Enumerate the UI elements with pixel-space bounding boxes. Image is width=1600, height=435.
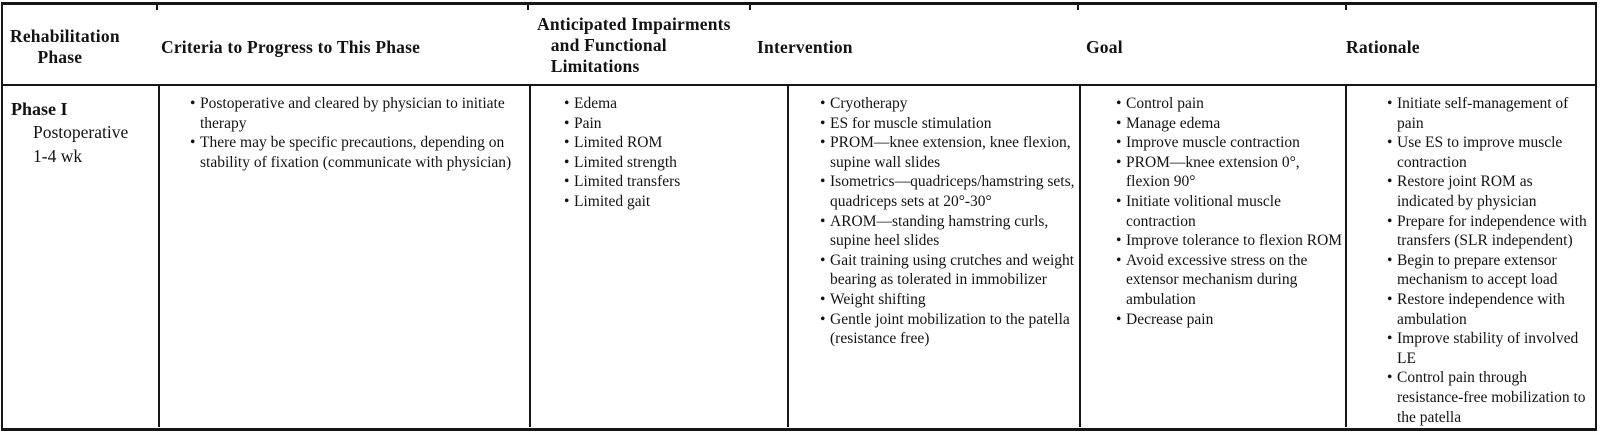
column-header-criteria: Criteria to Progress to This Phase bbox=[161, 37, 421, 57]
top-border-tick bbox=[1345, 5, 1347, 10]
criteria-list: Postoperative and cleared by physician t… bbox=[160, 94, 529, 172]
bullet-item: Limited transfers bbox=[564, 172, 785, 192]
bullet-item: Restore independence with ambulation bbox=[1387, 290, 1593, 329]
column-header-goal: Goal bbox=[1086, 37, 1123, 57]
bullet-item: Manage edema bbox=[1116, 114, 1344, 134]
table-body-row: Phase I Postoperative 1-4 wk Postoperati… bbox=[3, 86, 1595, 427]
bullet-item: Isometrics—quadriceps/hamstring sets, qu… bbox=[820, 172, 1077, 211]
bullet-item: Improve stability of involved LE bbox=[1387, 329, 1593, 368]
intervention-list: CryotherapyES for muscle stimulationPROM… bbox=[789, 94, 1079, 349]
bullet-item: Postoperative and cleared by physician t… bbox=[190, 94, 525, 133]
column-header-impairments: Anticipated Impairments and Functional L… bbox=[537, 14, 731, 76]
top-border-tick bbox=[156, 5, 158, 10]
bullet-item: Gait training using crutches and weight … bbox=[820, 251, 1077, 290]
bullet-item: Initiate volitional muscle contraction bbox=[1116, 192, 1344, 231]
cell-intervention: CryotherapyES for muscle stimulationPROM… bbox=[787, 86, 1079, 427]
bullet-item: Edema bbox=[564, 94, 785, 114]
cell-impairments: EdemaPainLimited ROMLimited strengthLimi… bbox=[529, 86, 787, 427]
bullet-item: Limited ROM bbox=[564, 133, 785, 153]
bullet-item: PROM—knee extension, knee flexion, supin… bbox=[820, 133, 1077, 172]
column-header-rehabilitation-phase: Rehabilitation Phase bbox=[10, 26, 120, 67]
bullet-item: Limited gait bbox=[564, 192, 785, 212]
bullet-item: Pain bbox=[564, 114, 785, 134]
bullet-item: Gentle joint mobilization to the patella… bbox=[820, 310, 1077, 349]
cell-goal: Control painManage edemaImprove muscle c… bbox=[1079, 86, 1345, 427]
bullet-item: Control pain bbox=[1116, 94, 1344, 114]
column-header-intervention: Intervention bbox=[757, 37, 853, 57]
top-border-tick bbox=[1077, 5, 1079, 10]
bullet-item: Decrease pain bbox=[1116, 310, 1344, 330]
top-border-tick bbox=[527, 5, 529, 10]
bullet-item: Begin to prepare extensor mechanism to a… bbox=[1387, 251, 1593, 290]
phase-subtitle: Postoperative 1-4 wk bbox=[33, 122, 129, 166]
table-header-row: Rehabilitation Phase Criteria to Progres… bbox=[3, 5, 1595, 86]
bullet-item: Improve muscle contraction bbox=[1116, 133, 1344, 153]
bullet-item: Prepare for independence with transfers … bbox=[1387, 212, 1593, 251]
rationale-list: Initiate self-management of painUse ES t… bbox=[1347, 94, 1595, 427]
bullet-item: ES for muscle stimulation bbox=[820, 114, 1077, 134]
cell-rehabilitation-phase: Phase I Postoperative 1-4 wk bbox=[3, 86, 158, 427]
bullet-item: Use ES to improve muscle contraction bbox=[1387, 133, 1593, 172]
phase-title: Phase I bbox=[11, 99, 68, 119]
bullet-item: Weight shifting bbox=[820, 290, 1077, 310]
bullet-item: PROM—knee extension 0°, flexion 90° bbox=[1116, 153, 1344, 192]
bullet-item: Restore joint ROM as indicated by physic… bbox=[1387, 172, 1593, 211]
bullet-item: Limited strength bbox=[564, 153, 785, 173]
bullet-item: Improve tolerance to flexion ROM bbox=[1116, 231, 1344, 251]
bullet-item: Avoid excessive stress on the extensor m… bbox=[1116, 251, 1344, 310]
cell-rationale: Initiate self-management of painUse ES t… bbox=[1345, 86, 1595, 427]
bullet-item: Initiate self-management of pain bbox=[1387, 94, 1593, 133]
goal-list: Control painManage edemaImprove muscle c… bbox=[1081, 94, 1345, 329]
bullet-item: Control pain through resistance-free mob… bbox=[1387, 368, 1593, 427]
bullet-item: Cryotherapy bbox=[820, 94, 1077, 114]
bullet-item: There may be specific precautions, depen… bbox=[190, 133, 525, 172]
top-border-tick bbox=[749, 5, 751, 10]
cell-criteria: Postoperative and cleared by physician t… bbox=[158, 86, 529, 427]
impairments-list: EdemaPainLimited ROMLimited strengthLimi… bbox=[531, 94, 787, 212]
bullet-item: AROM—standing hamstring curls, supine he… bbox=[820, 212, 1077, 251]
column-header-rationale: Rationale bbox=[1346, 37, 1420, 57]
